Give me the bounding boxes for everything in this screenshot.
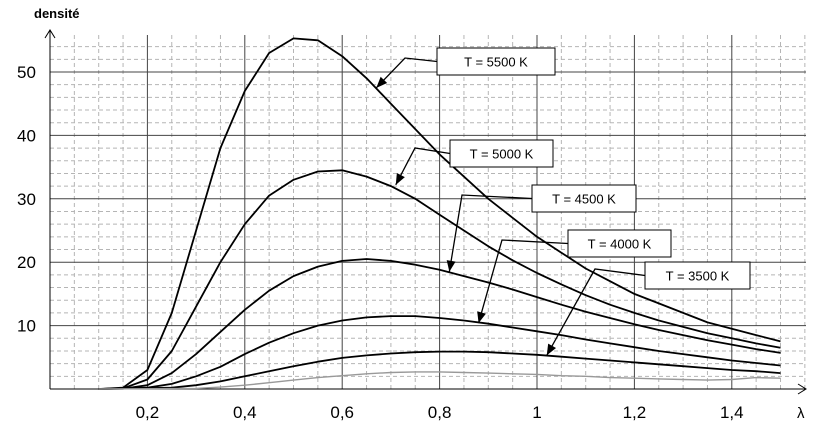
annotation-arrow-icon: [376, 76, 388, 88]
x-tick-label: 0,8: [428, 403, 452, 422]
annotation-label: T = 5500 K: [464, 55, 528, 70]
y-tick-labels: 10 20 30 40 50: [17, 63, 36, 336]
annotation-leader: [477, 239, 569, 324]
series-line-0: [98, 37, 781, 390]
minor-grid: [50, 35, 806, 389]
series-line-5: [98, 371, 781, 390]
annotation-arrow-icon: [477, 311, 486, 324]
annotation-label: T = 4500 K: [552, 192, 616, 207]
x-tick-label: 1,2: [623, 403, 647, 422]
x-tick-label: 0,6: [330, 403, 354, 422]
series-line-2: [98, 258, 781, 390]
annotation-box: [449, 139, 554, 168]
series-line-1: [98, 169, 781, 390]
x-tick-label: 0,4: [233, 403, 257, 422]
annotation-leader: [448, 194, 533, 272]
annotation-leader: [375, 57, 438, 89]
y-tick-label: 40: [17, 126, 36, 145]
y-axis-arrow-icon: [44, 29, 56, 39]
annotation-label: T = 3500 K: [666, 269, 730, 284]
annotation-box: [644, 261, 751, 290]
annotation-arrow-icon: [395, 173, 405, 185]
x-tick-label: 1: [532, 403, 541, 422]
annotation-leader: [546, 268, 646, 356]
series-line-3: [98, 315, 781, 390]
x-axis-arrow-icon: [797, 383, 807, 395]
annotation-leader: [395, 147, 451, 186]
annotation-box: [567, 229, 672, 258]
annotation-label: T = 5000 K: [470, 147, 534, 162]
y-tick-label: 50: [17, 63, 36, 82]
annotation-box: [436, 47, 556, 76]
axes: [44, 29, 807, 395]
major-grid: [50, 35, 806, 389]
annotation-box: [531, 184, 637, 213]
x-axis-title: λ: [797, 405, 805, 422]
x-tick-labels: 0,2 0,4 0,6 0,8 1 1,2 1,4: [136, 403, 744, 422]
y-axis-title: densité: [34, 6, 80, 21]
y-tick-label: 30: [17, 190, 36, 209]
series-line-4: [98, 350, 781, 390]
x-tick-label: 0,2: [136, 403, 160, 422]
series-lines: [98, 37, 781, 390]
legend-annotations: T = 5500 K T = 5000 K T = 4500 K T = 4000 K…: [375, 47, 751, 356]
y-tick-label: 20: [17, 253, 36, 272]
x-tick-label: 1,4: [720, 403, 744, 422]
annotation-arrow-icon: [446, 260, 456, 272]
annotation-label: T = 4000 K: [588, 237, 652, 252]
annotation-arrow-icon: [546, 343, 557, 356]
y-tick-label: 10: [17, 317, 36, 336]
